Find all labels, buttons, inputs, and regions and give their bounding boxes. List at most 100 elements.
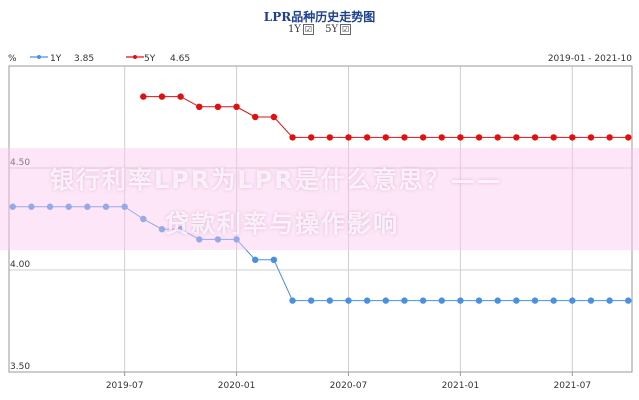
toggle-1y-label: 1Y bbox=[287, 24, 301, 35]
data-point-1y[interactable] bbox=[587, 297, 595, 304]
plot-frame bbox=[8, 65, 633, 373]
data-point-5y[interactable] bbox=[214, 103, 222, 111]
data-point-1y[interactable] bbox=[382, 297, 389, 304]
x-tick-label: 2019-07 bbox=[106, 381, 144, 391]
toggle-5y-label: 5Y bbox=[325, 24, 339, 35]
data-point-5y[interactable] bbox=[252, 113, 259, 121]
data-point-1y[interactable] bbox=[196, 236, 203, 243]
data-point-5y[interactable] bbox=[196, 103, 203, 111]
data-point-1y[interactable] bbox=[252, 256, 259, 263]
data-point-5y[interactable] bbox=[438, 134, 445, 141]
data-point-1y[interactable] bbox=[46, 203, 54, 210]
data-point-1y[interactable] bbox=[531, 297, 539, 304]
date-range-label: 2019-01 - 2021-10 bbox=[548, 54, 632, 64]
data-point-5y[interactable] bbox=[363, 134, 371, 141]
data-point-5y[interactable] bbox=[606, 134, 613, 141]
x-tick-label: 2020-07 bbox=[330, 381, 368, 391]
data-point-5y[interactable] bbox=[140, 93, 147, 100]
data-point-5y[interactable] bbox=[233, 103, 240, 111]
data-point-1y[interactable] bbox=[625, 297, 632, 304]
data-point-1y[interactable] bbox=[65, 203, 72, 210]
legend-label-5y: 5Y bbox=[144, 54, 156, 64]
data-point-5y[interactable] bbox=[625, 134, 632, 141]
legend-value-5y: 4.65 bbox=[170, 54, 190, 64]
legend-label-1y: 1Y bbox=[50, 54, 62, 64]
data-point-5y[interactable] bbox=[326, 134, 334, 141]
data-point-1y[interactable] bbox=[84, 203, 91, 210]
data-point-1y[interactable] bbox=[457, 297, 464, 304]
toggle-1y[interactable]: 1Y ☑ bbox=[288, 24, 314, 35]
checkbox-1y-icon[interactable]: ☑ bbox=[302, 24, 314, 35]
data-point-1y[interactable] bbox=[363, 297, 371, 304]
legend-item-5y[interactable]: 5Y 4.65 bbox=[126, 54, 190, 64]
data-point-5y[interactable] bbox=[401, 134, 408, 141]
data-point-5y[interactable] bbox=[345, 134, 352, 141]
data-point-5y[interactable] bbox=[457, 134, 464, 141]
data-point-1y[interactable] bbox=[438, 297, 445, 304]
data-point-1y[interactable] bbox=[550, 297, 557, 304]
legend-marker-1y bbox=[37, 55, 41, 59]
data-point-5y[interactable] bbox=[569, 134, 576, 141]
data-point-5y[interactable] bbox=[382, 134, 389, 141]
data-point-5y[interactable] bbox=[289, 134, 296, 141]
data-point-1y[interactable] bbox=[513, 297, 520, 304]
legend: 1Y 3.85 5Y 4.65 bbox=[30, 54, 190, 64]
axes bbox=[8, 65, 633, 373]
data-point-1y[interactable] bbox=[289, 297, 296, 304]
data-point-1y[interactable] bbox=[9, 203, 16, 210]
data-point-1y[interactable] bbox=[233, 236, 240, 243]
chart-title: LPR品种历史走势图 bbox=[263, 10, 376, 24]
x-tick-label: 2020-01 bbox=[218, 381, 256, 391]
data-point-5y[interactable] bbox=[475, 134, 483, 141]
series bbox=[9, 93, 632, 304]
watermark-banner: 银行利率LPR为LPR是什么意思？—— 贷款利率与操作影响 bbox=[0, 148, 639, 250]
data-point-5y[interactable] bbox=[587, 134, 595, 141]
data-point-1y[interactable] bbox=[345, 297, 352, 304]
data-point-1y[interactable] bbox=[214, 236, 222, 243]
series-1y bbox=[9, 203, 632, 304]
y-tick-label: 4.00 bbox=[10, 260, 30, 270]
data-point-1y[interactable] bbox=[307, 297, 315, 304]
data-point-5y[interactable] bbox=[158, 93, 166, 100]
data-point-5y[interactable] bbox=[307, 134, 315, 141]
data-point-5y[interactable] bbox=[270, 113, 278, 121]
data-point-5y[interactable] bbox=[531, 134, 539, 141]
watermark-line-1: 银行利率LPR为LPR是什么意思？—— bbox=[50, 166, 503, 194]
data-point-1y[interactable] bbox=[494, 297, 501, 304]
data-point-1y[interactable] bbox=[158, 226, 166, 233]
x-tick-labels: 2019-07 2020-01 2020-07 2021-01 2021-07 bbox=[106, 381, 591, 391]
y-tick-labels: 3.50 4.00 4.50 bbox=[10, 158, 30, 372]
data-point-1y[interactable] bbox=[102, 203, 110, 210]
checkbox-5y-icon[interactable]: ☑ bbox=[340, 24, 352, 35]
series-toggles: 1Y ☑ 5Y ☑ bbox=[0, 24, 639, 35]
legend-item-1y[interactable]: 1Y 3.85 bbox=[30, 54, 94, 64]
data-point-1y[interactable] bbox=[140, 215, 147, 223]
legend-value-1y: 3.85 bbox=[74, 54, 94, 64]
toggle-5y[interactable]: 5Y ☑ bbox=[325, 24, 352, 35]
data-point-5y[interactable] bbox=[494, 134, 501, 141]
series-line-5y bbox=[143, 96, 629, 138]
data-point-1y[interactable] bbox=[270, 256, 278, 263]
series-line-1y bbox=[12, 206, 629, 302]
data-point-1y[interactable] bbox=[569, 297, 576, 304]
data-point-5y[interactable] bbox=[550, 134, 557, 141]
data-point-1y[interactable] bbox=[177, 226, 184, 233]
x-tick-label: 2021-01 bbox=[442, 381, 480, 391]
y-tick-label: 4.50 bbox=[10, 158, 30, 168]
data-point-1y[interactable] bbox=[326, 297, 334, 304]
series-5y bbox=[140, 93, 632, 141]
data-point-1y[interactable] bbox=[419, 297, 427, 304]
data-point-1y[interactable] bbox=[28, 203, 35, 210]
data-point-5y[interactable] bbox=[177, 93, 184, 100]
legend-marker-5y bbox=[133, 55, 137, 59]
data-point-5y[interactable] bbox=[513, 134, 520, 141]
watermark-line-2: 贷款利率与操作影响 bbox=[165, 210, 399, 238]
data-point-1y[interactable] bbox=[401, 297, 408, 304]
data-point-1y[interactable] bbox=[121, 203, 128, 210]
data-point-5y[interactable] bbox=[419, 134, 427, 141]
grid-lines bbox=[9, 66, 632, 376]
data-point-1y[interactable] bbox=[475, 297, 483, 304]
x-tick-label: 2021-07 bbox=[554, 381, 592, 391]
data-point-1y[interactable] bbox=[606, 297, 613, 304]
